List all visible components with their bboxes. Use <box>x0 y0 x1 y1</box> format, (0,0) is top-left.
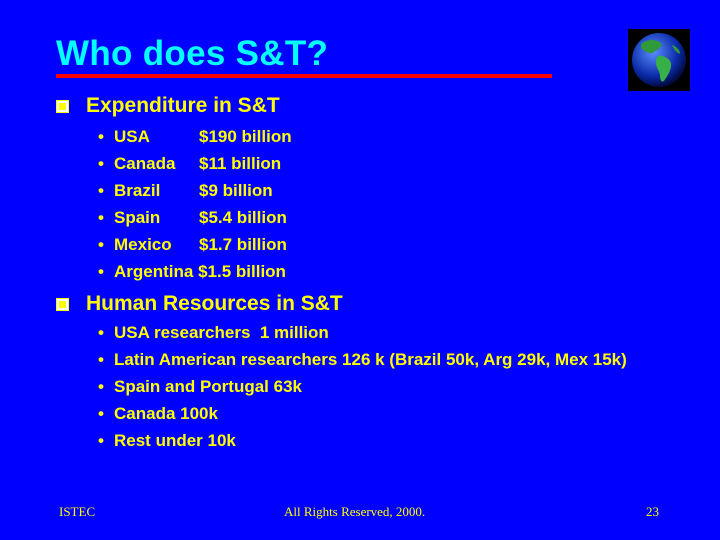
section-heading: Human Resources in S&T <box>86 292 343 315</box>
square-bullet-icon <box>56 297 69 311</box>
expenditure-value: $1.5 billion <box>198 262 286 281</box>
country-name: Brazil <box>114 181 161 200</box>
dot-bullet-icon: • <box>98 127 104 146</box>
human-resources-list: • USA researchers 1 million • Latin Americ… <box>98 322 627 457</box>
list-item: • Mexico $1.7 billion <box>98 231 292 258</box>
dot-bullet-icon: • <box>98 431 104 450</box>
section-heading: Expenditure in S&T <box>86 94 280 117</box>
country-name: Spain <box>114 208 161 227</box>
country-name: USA <box>114 127 150 146</box>
slide-title: Who does S&T? <box>56 34 329 73</box>
section-expenditure: Expenditure in S&T <box>56 94 280 118</box>
list-item: • Spain and Portugal 63k <box>98 377 302 396</box>
dot-bullet-icon: • <box>98 377 104 396</box>
section-human-resources: Human Resources in S&T <box>56 292 343 316</box>
list-item: • USA $190 billion <box>98 123 292 150</box>
footer-left: ISTEC <box>59 504 96 519</box>
title-underline <box>56 74 552 78</box>
country-name: Argentina <box>114 262 194 281</box>
expenditure-value: $1.7 billion <box>199 235 287 254</box>
list-item: • Latin American researchers 126 k (Brazi… <box>98 350 627 369</box>
country-name: Mexico <box>114 235 172 254</box>
dot-bullet-icon: • <box>98 235 104 254</box>
list-item: • Rest under 10k <box>98 431 236 450</box>
list-item: • Canada $11 billion <box>98 150 292 177</box>
dot-bullet-icon: • <box>98 350 104 369</box>
list-item: • Canada 100k <box>98 404 218 423</box>
dot-bullet-icon: • <box>98 154 104 173</box>
country-name: Canada <box>114 154 176 173</box>
square-bullet-icon <box>56 99 69 113</box>
list-item: • USA researchers 1 million <box>98 323 329 342</box>
globe-icon <box>628 29 690 91</box>
list-item: • Spain $5.4 billion <box>98 204 292 231</box>
expenditure-value: $5.4 billion <box>199 208 287 227</box>
expenditure-value: $11 billion <box>199 154 282 173</box>
dot-bullet-icon: • <box>98 208 104 227</box>
expenditure-value: $9 billion <box>199 181 273 200</box>
slide-number: 23 <box>646 504 659 519</box>
list-item: • Argentina $1.5 billion <box>98 258 292 285</box>
expenditure-list: • USA $190 billion • Canada $11 billion • Bra… <box>98 123 292 285</box>
footer-copyright: All Rights Reserved, 2000. <box>284 504 426 519</box>
dot-bullet-icon: • <box>98 181 104 200</box>
list-item: • Brazil $9 billion <box>98 177 292 204</box>
dot-bullet-icon: • <box>98 323 104 342</box>
dot-bullet-icon: • <box>98 262 104 281</box>
dot-bullet-icon: • <box>98 404 104 423</box>
expenditure-value: $190 billion <box>199 127 292 146</box>
